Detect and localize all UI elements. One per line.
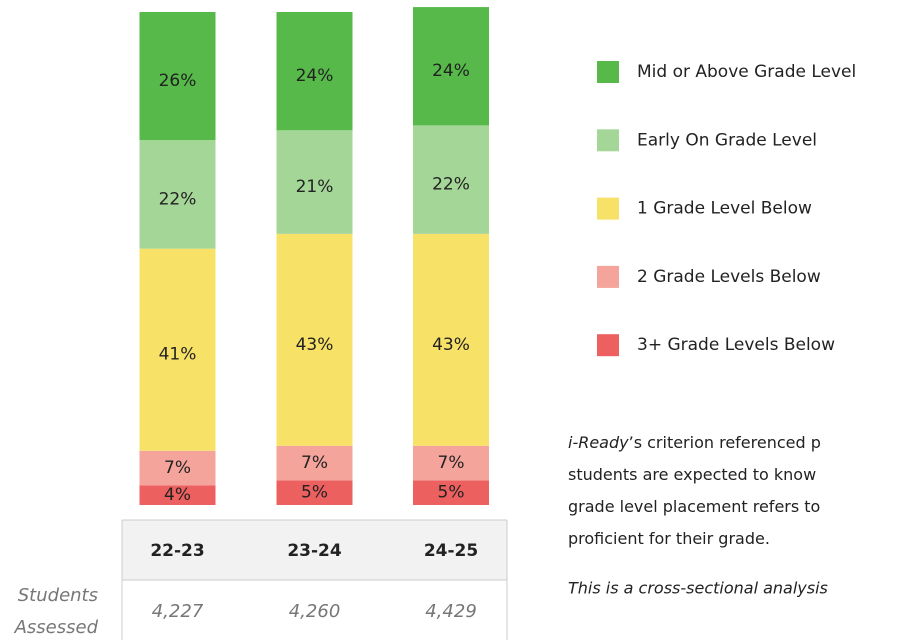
- bar-segment: [413, 233, 489, 446]
- bar-segment: [139, 140, 216, 249]
- data-label: 21%: [296, 177, 334, 197]
- data-label: 7%: [164, 458, 191, 478]
- legend-label: 3+ Grade Levels Below: [637, 335, 835, 355]
- data-label: 41%: [159, 345, 197, 365]
- table-value: 4,260: [289, 601, 341, 622]
- row-label: Assessed: [14, 617, 99, 638]
- data-label: 43%: [432, 335, 470, 355]
- data-label: 24%: [296, 66, 334, 86]
- bar-segment: [139, 248, 216, 451]
- legend-label: Mid or Above Grade Level: [637, 62, 856, 82]
- table-header-bg: [122, 520, 507, 580]
- note-line: i-Ready’s criterion referenced p: [568, 433, 821, 452]
- note-text: students are expected to know: [568, 465, 816, 484]
- legend-swatch: [597, 334, 619, 357]
- data-label: 22%: [432, 175, 470, 195]
- data-label: 26%: [159, 71, 197, 91]
- bar-segment: [276, 233, 353, 446]
- bar-segment: [139, 485, 216, 505]
- bar-segment: [413, 480, 489, 505]
- legend-swatch: [597, 197, 619, 220]
- note-line: proficient for their grade.: [568, 529, 770, 548]
- note-text: ’s criterion referenced p: [629, 433, 821, 452]
- bar-segment: [276, 445, 353, 481]
- data-label: 24%: [432, 61, 470, 81]
- legend-label: 1 Grade Level Below: [637, 199, 812, 219]
- bar-segment: [276, 12, 353, 131]
- table-value: 4,429: [425, 601, 477, 622]
- data-label: 4%: [164, 485, 191, 505]
- note-line: grade level placement refers to: [568, 497, 820, 516]
- data-label: 5%: [438, 483, 465, 503]
- footnote: This is a cross-sectional analysis: [568, 579, 828, 598]
- note-line: students are expected to know: [568, 465, 816, 484]
- table-value: 4,227: [152, 601, 204, 622]
- legend-swatch: [597, 265, 619, 288]
- legend-label: 2 Grade Levels Below: [637, 267, 821, 287]
- data-label: 22%: [159, 189, 197, 209]
- bar-segment: [139, 12, 216, 141]
- bar-segment: [276, 480, 353, 505]
- legend-swatch: [597, 129, 619, 152]
- row-label: Students: [18, 585, 98, 606]
- data-label: 7%: [438, 453, 465, 473]
- legend-label: Early On Grade Level: [637, 130, 817, 150]
- data-label: 43%: [296, 335, 334, 355]
- bar-segment: [276, 130, 353, 234]
- category-label: 22-23: [150, 541, 204, 561]
- bar-segment: [413, 7, 489, 126]
- category-label: 24-25: [424, 541, 478, 561]
- data-label: 7%: [301, 453, 328, 473]
- bar-segment: [139, 450, 216, 486]
- data-label: 5%: [301, 483, 328, 503]
- bar-segment: [413, 125, 489, 234]
- note-text: proficient for their grade.: [568, 529, 770, 548]
- note-text: grade level placement refers to: [568, 497, 820, 516]
- bar-segment: [413, 445, 489, 481]
- legend-swatch: [597, 61, 619, 83]
- category-label: 23-24: [287, 541, 342, 561]
- note-text: i-Ready: [568, 433, 629, 452]
